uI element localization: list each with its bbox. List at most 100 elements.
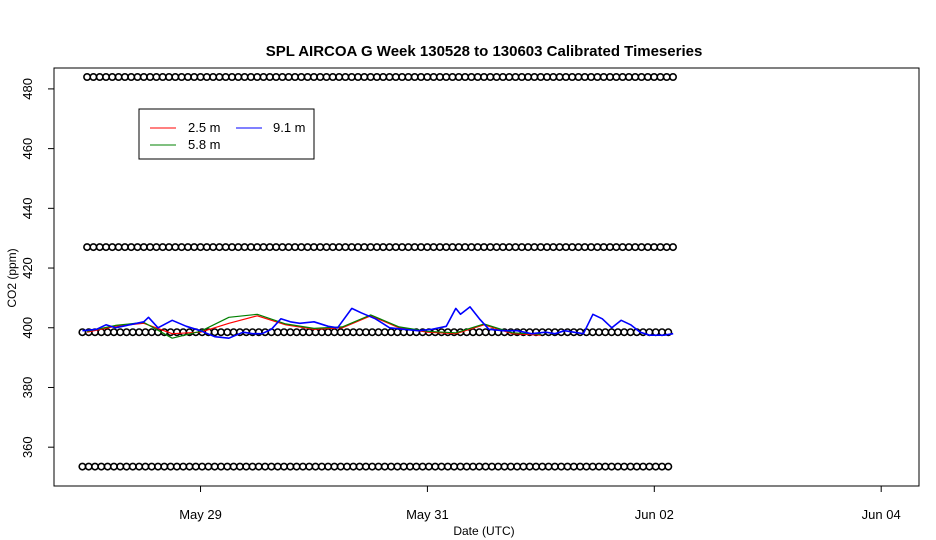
- legend-box: [138, 108, 315, 160]
- ref-point-0-91: [656, 73, 665, 82]
- y-tick-label-0: 360: [20, 436, 35, 458]
- ref-point-1-28: [259, 243, 268, 252]
- ref-point-0-38: [322, 73, 331, 82]
- ref-point-1-11: [152, 243, 161, 252]
- ref-point-3-33: [286, 462, 295, 471]
- ref-point-3-82: [594, 462, 603, 471]
- ref-point-1-6: [120, 243, 129, 252]
- ref-point-2-5: [109, 328, 118, 337]
- ref-point-1-87: [631, 243, 640, 252]
- ref-point-0-62: [473, 73, 482, 82]
- ref-point-2-63: [475, 328, 484, 337]
- ref-point-1-84: [612, 243, 621, 252]
- x-tick-label-0: May 29: [179, 507, 222, 522]
- ref-point-3-30: [267, 462, 276, 471]
- ref-point-1-29: [265, 243, 274, 252]
- ref-point-3-63: [475, 462, 484, 471]
- ref-point-3-74: [544, 462, 553, 471]
- y-tick-label-4: 440: [20, 197, 35, 219]
- ref-point-2-64: [481, 328, 490, 337]
- ref-point-2-83: [601, 328, 610, 337]
- ref-point-0-25: [240, 73, 249, 82]
- ref-point-3-4: [103, 462, 112, 471]
- ref-point-1-93: [668, 243, 677, 252]
- ref-point-3-25: [235, 462, 244, 471]
- ref-point-0-23: [228, 73, 237, 82]
- ref-point-3-64: [481, 462, 490, 471]
- y-tick-label-6: 480: [20, 78, 35, 100]
- ref-point-3-15: [172, 462, 181, 471]
- ref-point-0-84: [612, 73, 621, 82]
- ref-point-3-88: [632, 462, 641, 471]
- ref-point-0-3: [102, 73, 111, 82]
- ref-point-0-9: [139, 73, 148, 82]
- chart-title: SPL AIRCOA G Week 130528 to 130603 Calib…: [266, 43, 703, 60]
- ref-point-3-21: [210, 462, 219, 471]
- ref-point-1-18: [196, 243, 205, 252]
- ref-point-1-57: [442, 243, 451, 252]
- ref-point-1-63: [479, 243, 488, 252]
- ref-point-3-18: [191, 462, 200, 471]
- ref-point-1-85: [618, 243, 627, 252]
- ref-point-0-30: [272, 73, 281, 82]
- ref-point-0-68: [511, 73, 520, 82]
- ref-point-1-82: [599, 243, 608, 252]
- ref-point-3-79: [576, 462, 585, 471]
- ref-point-3-56: [431, 462, 440, 471]
- ref-point-0-67: [505, 73, 514, 82]
- ref-point-0-65: [492, 73, 501, 82]
- ref-point-3-45: [361, 462, 370, 471]
- ref-point-0-77: [568, 73, 577, 82]
- ref-point-2-39: [324, 328, 333, 337]
- ref-point-3-51: [399, 462, 408, 471]
- ref-point-3-48: [380, 462, 389, 471]
- ref-point-0-59: [454, 73, 463, 82]
- ref-point-3-59: [450, 462, 459, 471]
- ref-point-1-66: [498, 243, 507, 252]
- ref-point-0-15: [177, 73, 186, 82]
- ref-point-3-89: [639, 462, 648, 471]
- ref-point-3-29: [261, 462, 270, 471]
- ref-point-1-48: [385, 243, 394, 252]
- ref-point-0-58: [448, 73, 457, 82]
- ref-point-3-57: [437, 462, 446, 471]
- ref-point-2-34: [292, 328, 301, 337]
- ref-point-2-6: [116, 328, 125, 337]
- ref-point-0-31: [278, 73, 287, 82]
- ref-point-3-83: [601, 462, 610, 471]
- ref-point-3-76: [557, 462, 566, 471]
- series-line-0: [86, 315, 541, 336]
- ref-point-2-21: [210, 328, 219, 337]
- ref-point-3-38: [317, 462, 326, 471]
- legend: 2.5 m 5.8 m 9.1 m: [138, 108, 315, 160]
- ref-point-0-39: [328, 73, 337, 82]
- ref-point-1-68: [511, 243, 520, 252]
- ref-point-1-10: [146, 243, 155, 252]
- ref-point-0-63: [479, 73, 488, 82]
- ref-point-1-78: [574, 243, 583, 252]
- y-tick-label-3: 420: [20, 257, 35, 279]
- x-tick-label-2: Jun 02: [635, 507, 674, 522]
- ref-point-3-49: [387, 462, 396, 471]
- ref-point-0-61: [467, 73, 476, 82]
- y-tick-label-5: 460: [20, 138, 35, 160]
- ref-point-3-58: [443, 462, 452, 471]
- ref-point-1-47: [379, 243, 388, 252]
- ref-point-2-49: [387, 328, 396, 337]
- ref-point-3-68: [506, 462, 515, 471]
- ref-point-3-40: [330, 462, 339, 471]
- ref-point-1-27: [253, 243, 262, 252]
- ref-point-2-10: [141, 328, 150, 337]
- ref-point-1-34: [297, 243, 306, 252]
- ref-point-3-41: [336, 462, 345, 471]
- ref-point-2-87: [626, 328, 635, 337]
- ref-point-0-11: [152, 73, 161, 82]
- ref-point-3-53: [412, 462, 421, 471]
- ref-point-2-42: [342, 328, 351, 337]
- ref-point-1-38: [322, 243, 331, 252]
- ref-point-3-11: [147, 462, 156, 471]
- ref-point-0-85: [618, 73, 627, 82]
- ref-point-0-53: [416, 73, 425, 82]
- ref-point-3-32: [279, 462, 288, 471]
- ref-point-1-67: [505, 243, 514, 252]
